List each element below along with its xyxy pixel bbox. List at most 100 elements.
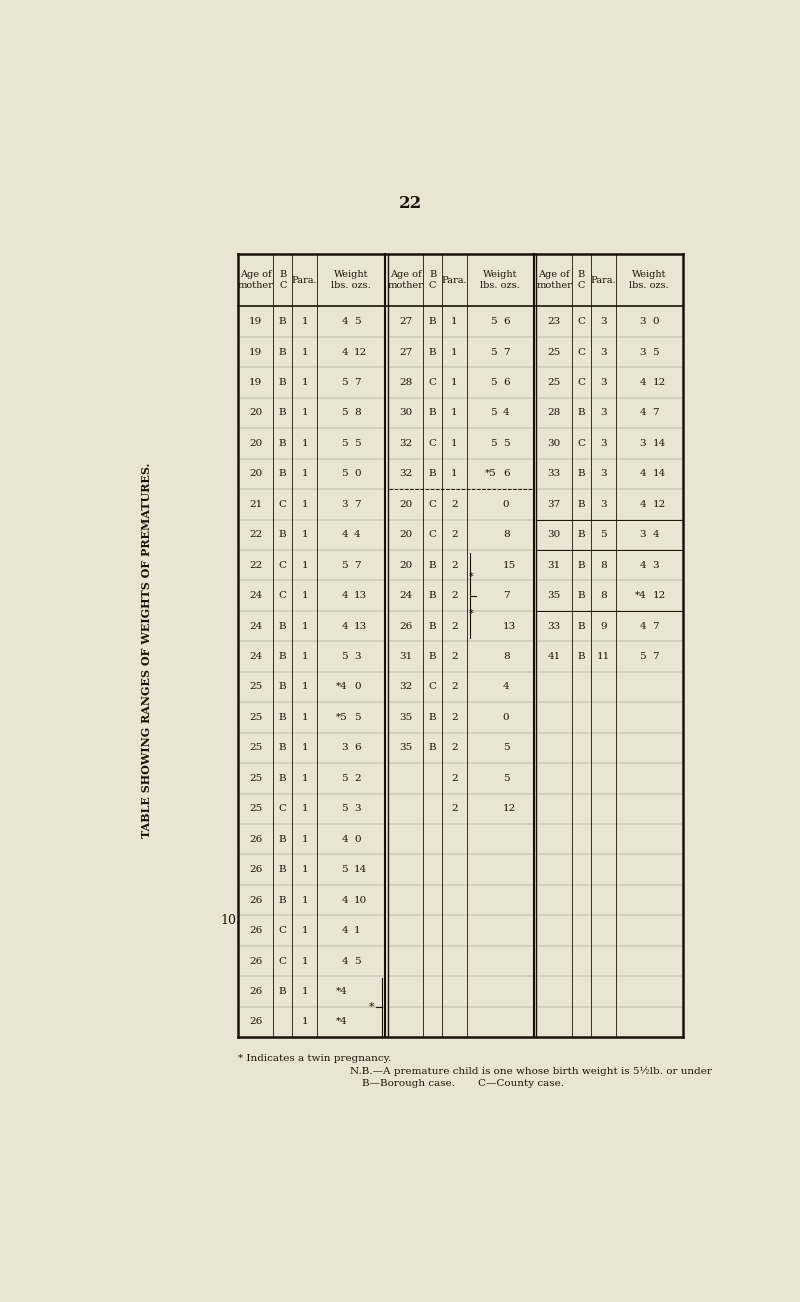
Text: 1: 1 [302, 926, 308, 935]
Text: 3: 3 [639, 348, 646, 357]
Text: 3: 3 [600, 318, 606, 326]
Text: B: B [279, 987, 286, 996]
Text: 7: 7 [354, 378, 361, 387]
Text: 3: 3 [342, 743, 348, 753]
Text: 19: 19 [249, 378, 262, 387]
Text: *: * [469, 609, 474, 618]
Text: 1: 1 [302, 439, 308, 448]
Text: 6: 6 [503, 378, 510, 387]
Text: *: * [369, 1001, 374, 1012]
Text: 9: 9 [600, 621, 606, 630]
Text: 1: 1 [302, 835, 308, 844]
Text: B: B [578, 409, 585, 418]
Text: 25: 25 [249, 773, 262, 783]
Text: Weight
lbs. ozs.: Weight lbs. ozs. [630, 270, 669, 290]
Text: 8: 8 [600, 591, 606, 600]
Text: 1: 1 [302, 591, 308, 600]
Text: 4: 4 [639, 378, 646, 387]
Text: 4: 4 [342, 896, 348, 905]
Text: Para.: Para. [590, 276, 616, 285]
Text: 22: 22 [249, 561, 262, 570]
Text: 20: 20 [399, 500, 413, 509]
Text: 15: 15 [503, 561, 516, 570]
Text: 5: 5 [342, 469, 348, 478]
Text: 20: 20 [249, 439, 262, 448]
Text: 24: 24 [249, 652, 262, 661]
Text: 4: 4 [639, 621, 646, 630]
Text: 30: 30 [548, 530, 561, 539]
Text: 4: 4 [354, 530, 361, 539]
Text: *5: *5 [485, 469, 497, 478]
Text: C: C [429, 500, 437, 509]
Text: 25: 25 [249, 713, 262, 721]
Text: 7: 7 [652, 621, 659, 630]
Text: C: C [578, 318, 586, 326]
Text: 0: 0 [354, 835, 361, 844]
Text: B
C: B C [578, 270, 585, 290]
Text: 7: 7 [503, 591, 510, 600]
Text: C: C [429, 378, 437, 387]
Text: 5: 5 [342, 409, 348, 418]
Text: 13: 13 [503, 621, 516, 630]
Text: 27: 27 [399, 348, 413, 357]
Text: 20: 20 [249, 409, 262, 418]
Text: 26: 26 [249, 957, 262, 966]
Text: Weight
lbs. ozs.: Weight lbs. ozs. [331, 270, 371, 290]
Text: 3: 3 [600, 469, 606, 478]
Text: B: B [429, 561, 437, 570]
Text: Para.: Para. [292, 276, 318, 285]
Text: 5: 5 [639, 652, 646, 661]
Text: C—County case.: C—County case. [478, 1078, 564, 1087]
Text: 1: 1 [302, 713, 308, 721]
Text: B: B [279, 469, 286, 478]
Text: 1: 1 [302, 987, 308, 996]
Text: B: B [279, 896, 286, 905]
Text: B
C: B C [279, 270, 286, 290]
Text: 2: 2 [451, 682, 458, 691]
Text: B: B [279, 713, 286, 721]
Text: 8: 8 [503, 530, 510, 539]
Text: 5: 5 [490, 439, 497, 448]
Text: Age of
mother: Age of mother [537, 270, 572, 290]
Text: B: B [578, 561, 585, 570]
Text: 3: 3 [600, 409, 606, 418]
Text: 5: 5 [342, 805, 348, 814]
Text: 1: 1 [302, 318, 308, 326]
Text: 0: 0 [503, 713, 510, 721]
Text: 4: 4 [503, 409, 510, 418]
Text: 28: 28 [548, 409, 561, 418]
Text: 14: 14 [354, 865, 367, 874]
Text: 5: 5 [342, 561, 348, 570]
Text: 5: 5 [354, 957, 361, 966]
Text: 13: 13 [354, 591, 367, 600]
Text: 6: 6 [503, 318, 510, 326]
Text: 27: 27 [399, 318, 413, 326]
Text: 2: 2 [451, 591, 458, 600]
Text: 2: 2 [451, 621, 458, 630]
Text: 25: 25 [548, 378, 561, 387]
Text: B: B [578, 469, 585, 478]
Text: 1: 1 [302, 621, 308, 630]
Text: 3: 3 [600, 500, 606, 509]
Text: 4: 4 [639, 469, 646, 478]
Text: 3: 3 [354, 652, 361, 661]
Text: 2: 2 [451, 530, 458, 539]
Text: 33: 33 [548, 621, 561, 630]
Text: 8: 8 [600, 561, 606, 570]
Text: B: B [279, 621, 286, 630]
Text: 28: 28 [399, 378, 413, 387]
Text: 4: 4 [342, 318, 348, 326]
Text: *4: *4 [634, 591, 646, 600]
Text: C: C [578, 348, 586, 357]
Text: 5: 5 [342, 773, 348, 783]
Text: 32: 32 [399, 682, 413, 691]
Text: 12: 12 [354, 348, 367, 357]
Text: 4: 4 [342, 530, 348, 539]
Text: 30: 30 [399, 409, 413, 418]
Text: C: C [278, 805, 286, 814]
Text: 3: 3 [600, 348, 606, 357]
Text: 26: 26 [249, 896, 262, 905]
Text: 2: 2 [451, 805, 458, 814]
Text: 3: 3 [342, 500, 348, 509]
Text: 1: 1 [302, 1017, 308, 1026]
